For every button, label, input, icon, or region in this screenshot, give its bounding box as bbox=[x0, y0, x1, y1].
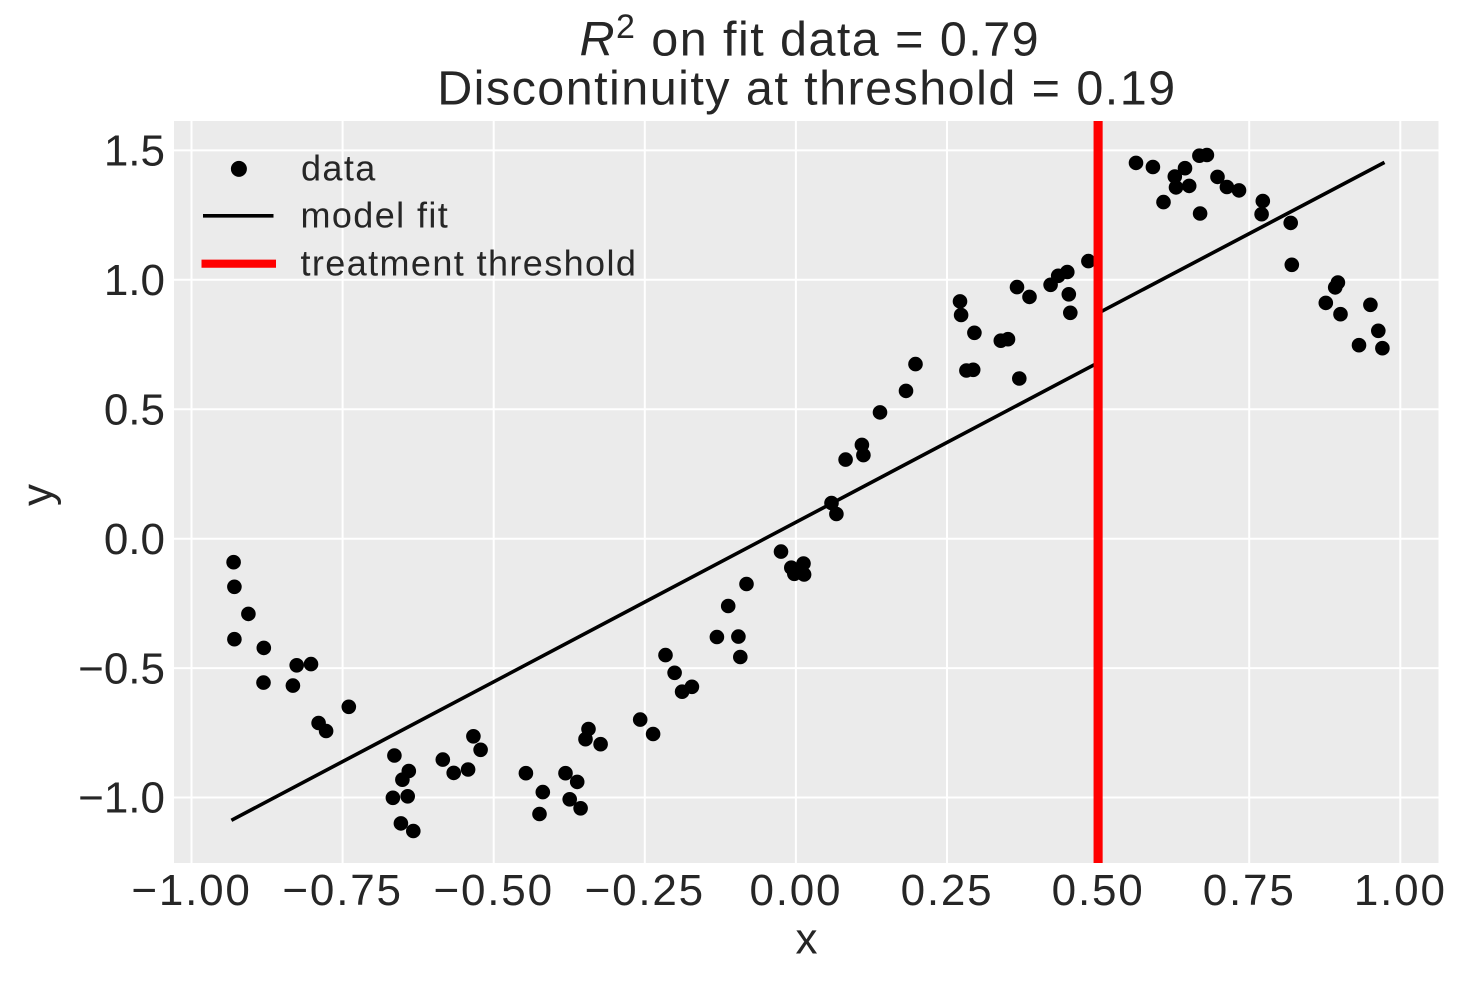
svg-text:1.00: 1.00 bbox=[1354, 866, 1447, 915]
svg-text:−0.5: −0.5 bbox=[78, 644, 165, 693]
svg-text:1.0: 1.0 bbox=[104, 256, 165, 305]
svg-text:x: x bbox=[796, 915, 818, 964]
svg-text:y: y bbox=[13, 484, 62, 506]
svg-text:Discontinuity at threshold = 0: Discontinuity at threshold = 0.19 bbox=[437, 62, 1176, 116]
svg-text:0.5: 0.5 bbox=[104, 385, 165, 434]
svg-text:data: data bbox=[301, 147, 377, 188]
svg-text:−1.00: −1.00 bbox=[131, 866, 251, 915]
svg-text:0.50: 0.50 bbox=[1052, 866, 1145, 915]
svg-text:treatment threshold: treatment threshold bbox=[301, 242, 638, 283]
svg-text:0.00: 0.00 bbox=[749, 866, 842, 915]
svg-text:0.75: 0.75 bbox=[1203, 866, 1296, 915]
svg-text:1.5: 1.5 bbox=[104, 127, 165, 176]
svg-text:−1.0: −1.0 bbox=[78, 774, 165, 823]
svg-text:−0.75: −0.75 bbox=[282, 866, 402, 915]
svg-text:−0.25: −0.25 bbox=[585, 866, 705, 915]
svg-text:0.25: 0.25 bbox=[901, 866, 994, 915]
svg-text:model fit: model fit bbox=[301, 194, 450, 235]
svg-text:R2 on fit data = 0.79: R2 on fit data = 0.79 bbox=[580, 8, 1041, 67]
svg-text:0.0: 0.0 bbox=[104, 515, 165, 564]
svg-text:−0.50: −0.50 bbox=[434, 866, 554, 915]
